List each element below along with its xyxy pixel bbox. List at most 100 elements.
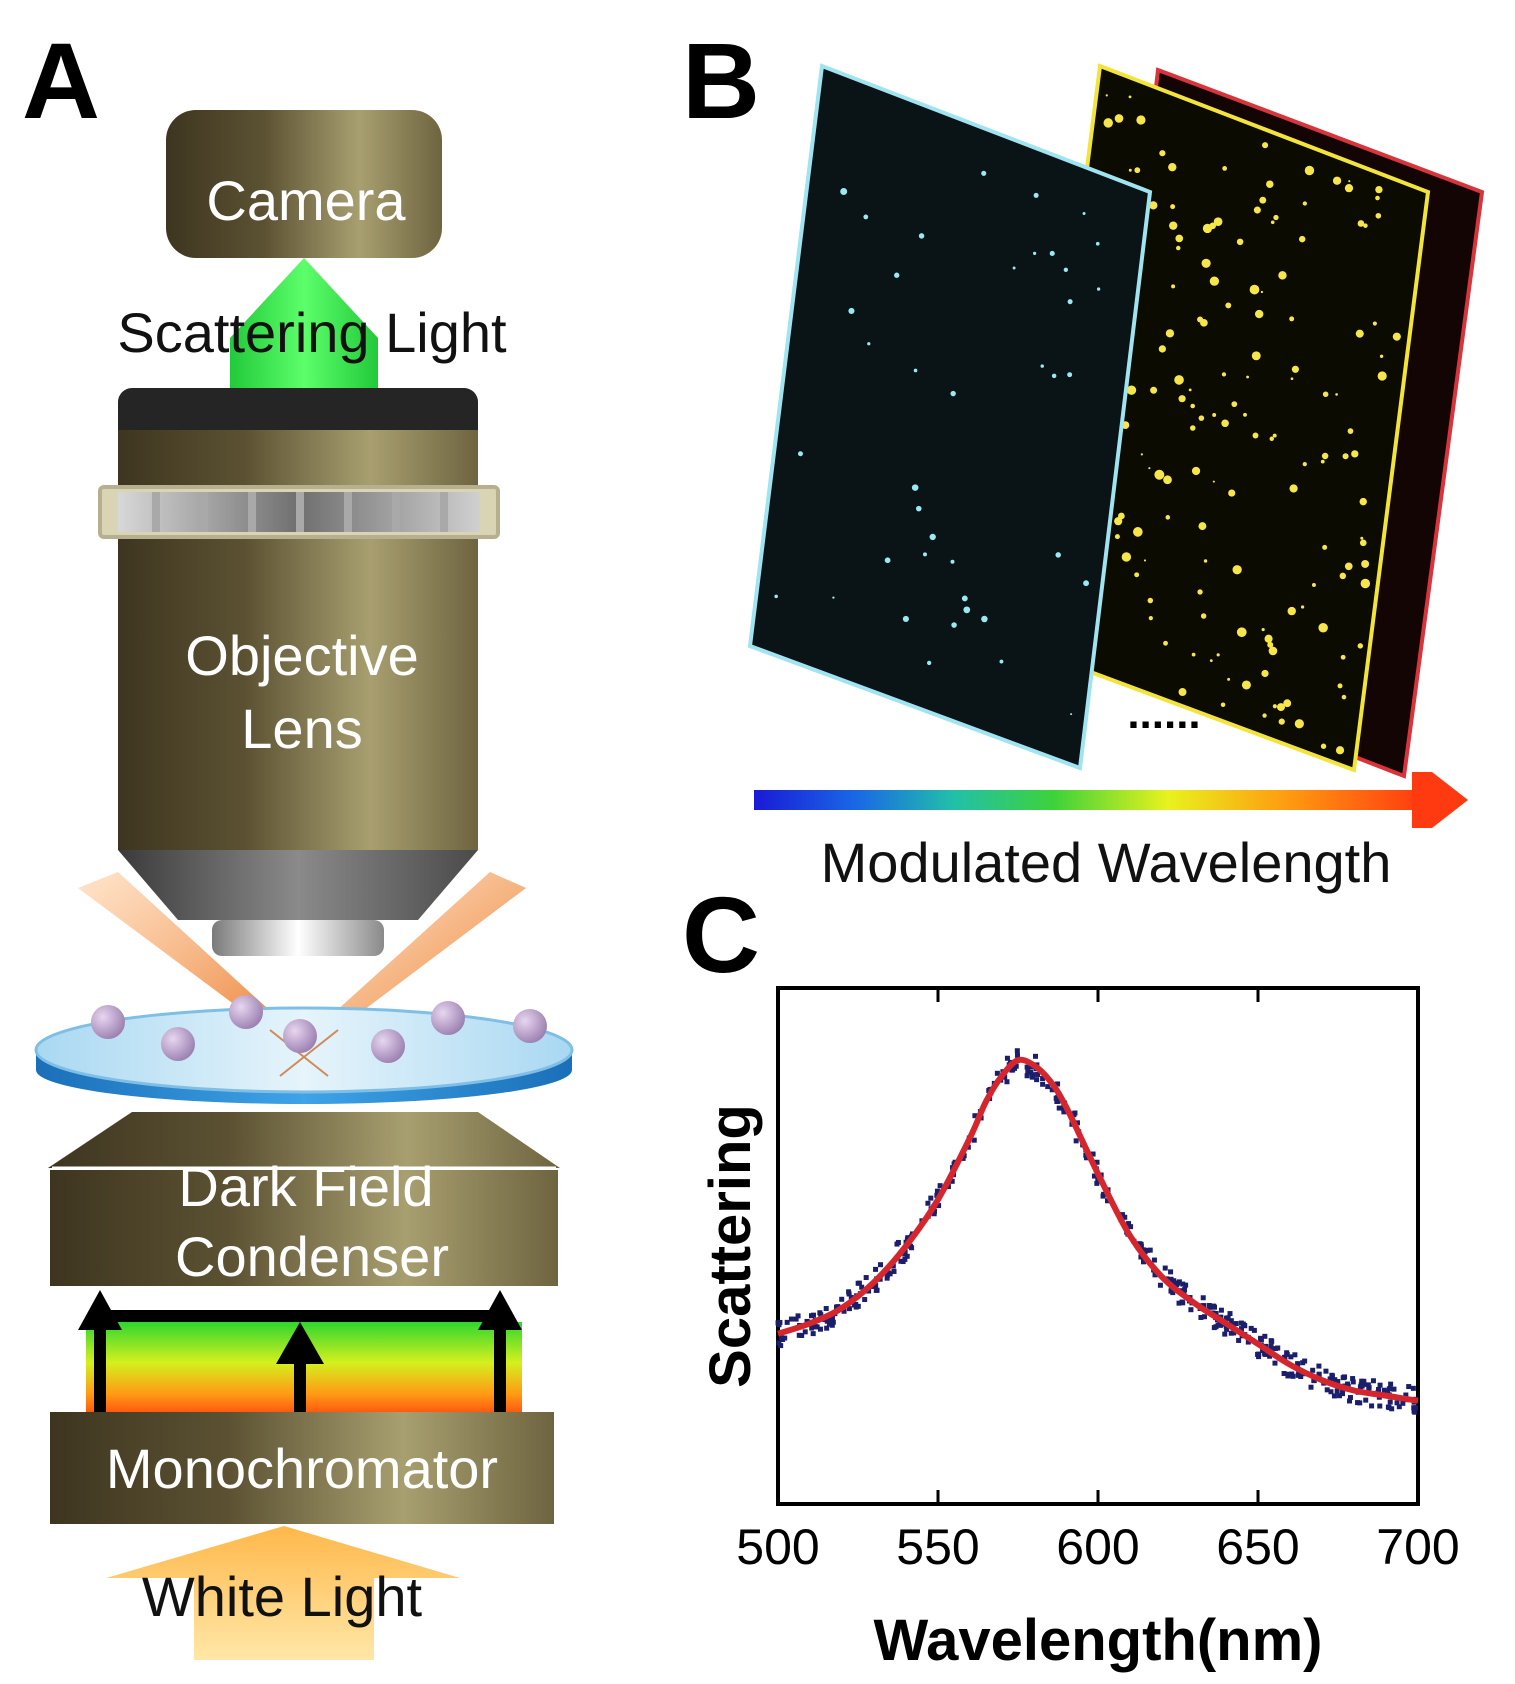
nanoparticle xyxy=(431,1001,465,1035)
data-point xyxy=(1258,1335,1264,1341)
data-point xyxy=(874,1287,880,1293)
yellow-spot xyxy=(1261,669,1269,678)
data-point xyxy=(1201,1303,1207,1309)
cyan-spot xyxy=(1032,251,1037,256)
data-point xyxy=(937,1183,943,1189)
yellow-spot xyxy=(1377,371,1387,381)
cyan-spot xyxy=(867,342,871,346)
yellow-spot xyxy=(1147,597,1154,604)
data-point xyxy=(1168,1269,1174,1275)
nanoparticle xyxy=(161,1027,195,1061)
data-point xyxy=(1248,1325,1254,1331)
x-ticks: 500 550 600 650 700 xyxy=(736,988,1460,1575)
camera-box xyxy=(166,110,442,258)
data-point xyxy=(1281,1371,1287,1377)
data-point xyxy=(1030,1072,1036,1078)
yellow-spot xyxy=(1253,206,1261,214)
cyan-spot xyxy=(981,615,988,623)
cyan-spot xyxy=(922,552,927,557)
yellow-spot xyxy=(1287,606,1296,616)
scattering-light-label: Scattering Light xyxy=(117,301,507,364)
data-point xyxy=(1295,1361,1301,1367)
data-point xyxy=(1396,1404,1402,1410)
cyan-spot xyxy=(902,615,909,622)
yellow-spot xyxy=(1236,238,1244,246)
data-point xyxy=(1014,1048,1020,1054)
data-point xyxy=(1049,1087,1055,1093)
cyan-spot xyxy=(981,170,987,176)
yellow-spot xyxy=(1128,168,1132,172)
yellow-spot xyxy=(1174,375,1184,385)
data-point xyxy=(1296,1371,1302,1377)
data-point xyxy=(846,1289,852,1295)
yellow-spot xyxy=(1171,284,1176,289)
yellow-spot xyxy=(1276,703,1285,712)
data-point xyxy=(1369,1403,1375,1409)
yellow-spot xyxy=(1133,527,1143,537)
yellow-spot xyxy=(1178,395,1186,403)
cyan-spot xyxy=(950,390,956,397)
yellow-spot xyxy=(1149,201,1158,210)
cyan-spot xyxy=(863,214,869,220)
data-point xyxy=(1324,1387,1330,1393)
yellow-spot xyxy=(1128,95,1132,99)
condenser-body xyxy=(50,1170,558,1286)
yellow-spot xyxy=(1261,628,1265,632)
data-point xyxy=(925,1200,931,1206)
data-point xyxy=(1217,1322,1223,1328)
data-point xyxy=(1394,1400,1400,1406)
yellow-spot xyxy=(1340,654,1346,660)
yellow-spot xyxy=(1150,386,1158,394)
focus-ring-gaps xyxy=(152,492,448,532)
cyan-spot xyxy=(1049,250,1055,256)
yellow-spot xyxy=(1159,150,1166,157)
cyan-spot xyxy=(1083,580,1089,587)
data-point xyxy=(1073,1138,1079,1144)
yellow-spot xyxy=(1298,235,1306,243)
yellow-spot xyxy=(1359,497,1367,506)
yellow-spot xyxy=(1178,688,1187,697)
yellow-spot xyxy=(1260,290,1264,294)
yellow-spot xyxy=(1227,677,1231,681)
data-point xyxy=(1025,1068,1031,1074)
plot-frame xyxy=(776,986,1420,1506)
yellow-spot xyxy=(1200,613,1207,619)
stack-ellipsis: ...... xyxy=(1127,689,1200,738)
data-point xyxy=(778,1343,784,1349)
data-point xyxy=(1365,1382,1371,1388)
yellow-spot xyxy=(1359,539,1367,547)
yellow-spot xyxy=(1302,462,1307,467)
data-point xyxy=(1347,1398,1353,1404)
yellow-spot xyxy=(1270,220,1275,225)
yellow-spot xyxy=(1198,415,1205,421)
yellow-spot xyxy=(1262,713,1267,718)
data-point xyxy=(1176,1300,1182,1306)
yellow-spot xyxy=(1200,319,1208,327)
yellow-spot xyxy=(1344,562,1353,571)
data-point xyxy=(1284,1351,1290,1357)
data-point xyxy=(793,1316,799,1322)
yellow-spot xyxy=(1213,217,1223,227)
data-point xyxy=(1386,1386,1392,1392)
cyan-spot xyxy=(1082,212,1086,216)
nanoparticle xyxy=(283,1019,317,1053)
panel-c: C 500 550 600 650 700 Wavelength(nm) Scatter… xyxy=(682,874,1460,1673)
data-point xyxy=(1236,1337,1242,1343)
data-point xyxy=(1275,1345,1281,1351)
yellow-spot xyxy=(1190,425,1196,431)
cyan-spot xyxy=(1070,713,1073,716)
data-point xyxy=(1411,1405,1417,1411)
yellow-spot xyxy=(1225,302,1232,309)
data-point xyxy=(809,1325,815,1331)
yellow-spot xyxy=(1158,345,1167,353)
yellow-spot xyxy=(1168,162,1177,172)
yellow-spot xyxy=(1289,484,1298,493)
data-point xyxy=(934,1192,940,1198)
data-point xyxy=(1162,1265,1168,1271)
yellow-spot xyxy=(1266,180,1274,188)
yellow-spot xyxy=(1212,480,1215,483)
data-point xyxy=(1170,1290,1176,1296)
yellow-spot xyxy=(1321,452,1329,460)
condenser-label-line2: Condenser xyxy=(175,1225,449,1288)
